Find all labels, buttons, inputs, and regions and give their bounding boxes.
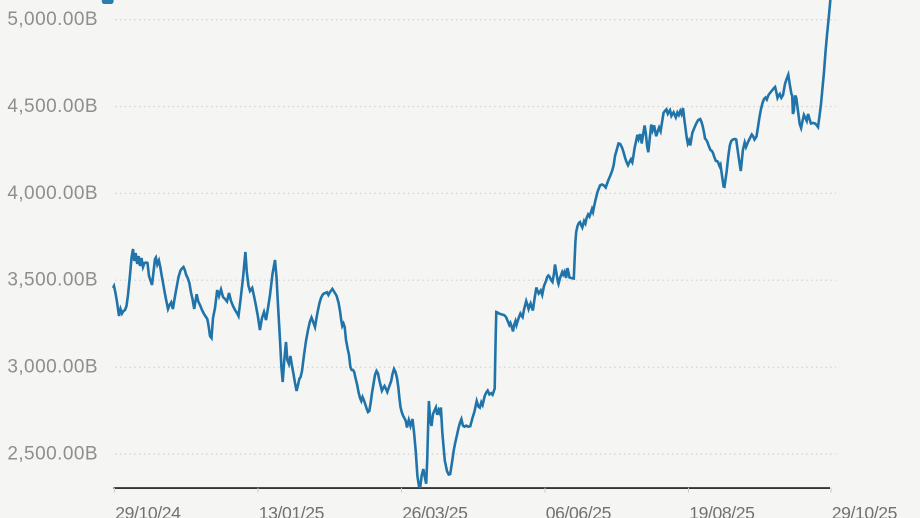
svg-text:3,000.00B: 3,000.00B [7, 357, 98, 378]
svg-text:26/03/25: 26/03/25 [402, 503, 468, 518]
svg-text:4,000.00B: 4,000.00B [7, 183, 98, 204]
svg-text:5,000.00B: 5,000.00B [7, 9, 98, 30]
svg-text:19/08/25: 19/08/25 [689, 503, 755, 518]
svg-text:13/01/25: 13/01/25 [259, 503, 325, 518]
svg-text:4,500.00B: 4,500.00B [7, 96, 98, 117]
svg-text:2,500.00B: 2,500.00B [7, 444, 98, 465]
svg-text:3,500.00B: 3,500.00B [7, 270, 98, 291]
svg-text:29/10/25: 29/10/25 [832, 503, 898, 518]
svg-text:06/06/25: 06/06/25 [546, 503, 612, 518]
svg-text:29/10/24: 29/10/24 [115, 503, 181, 518]
